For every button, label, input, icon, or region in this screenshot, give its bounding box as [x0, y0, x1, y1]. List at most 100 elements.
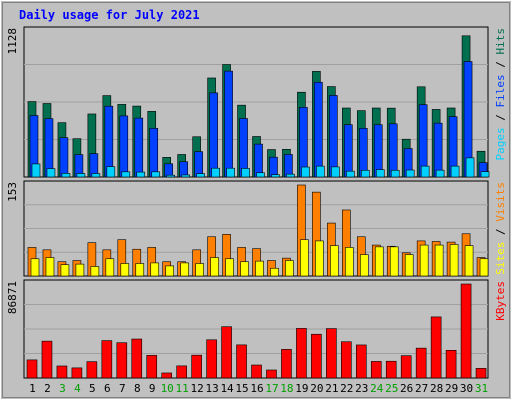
bar-pages-day-21 — [331, 166, 340, 178]
x-tick-label-day-6: 6 — [104, 382, 111, 395]
bar-kbytes-day-18 — [281, 349, 292, 379]
bar-kbytes-day-26 — [400, 355, 412, 379]
x-tick-label-day-28: 28 — [430, 382, 443, 395]
legend-entry: / — [494, 61, 507, 74]
bar-kbytes-day-24 — [370, 361, 382, 379]
x-tick-label-day-25: 25 — [385, 382, 398, 395]
bar-kbytes-day-17 — [266, 369, 277, 379]
legend-2: Sites / Visits — [494, 182, 507, 275]
x-tick-label-day-15: 15 — [235, 382, 248, 395]
bar-kbytes-day-21 — [326, 328, 337, 379]
x-tick-label-day-30: 30 — [460, 382, 473, 395]
bar-sites-day-26 — [404, 254, 414, 277]
x-tick-label-day-18: 18 — [280, 382, 293, 395]
bar-files-day-19 — [299, 107, 308, 178]
legend-entry: Files — [494, 74, 507, 114]
bar-kbytes-day-25 — [385, 360, 397, 379]
bar-sites-day-2 — [45, 257, 55, 277]
bar-sites-day-1 — [30, 258, 40, 277]
bar-kbytes-day-3 — [56, 365, 68, 379]
bar-pages-day-7 — [121, 171, 131, 178]
bar-sites-day-23 — [359, 254, 369, 277]
bar-files-day-18 — [284, 154, 293, 178]
legend-entry: / — [494, 114, 507, 127]
bar-files-day-21 — [329, 95, 338, 178]
x-tick-label-day-10: 10 — [161, 382, 174, 395]
bar-files-day-22 — [344, 124, 353, 178]
bar-pages-day-10 — [166, 174, 176, 178]
bar-pages-day-28 — [435, 169, 445, 178]
bar-pages-day-25 — [390, 169, 400, 178]
legend-entry: / — [494, 228, 507, 241]
x-tick-label-day-13: 13 — [205, 382, 218, 395]
x-tick-label-day-22: 22 — [340, 382, 353, 395]
legend-entry: Visits — [494, 182, 507, 228]
chart-title: Daily usage for July 2021 — [19, 8, 200, 22]
bar-pages-day-12 — [196, 173, 205, 178]
bar-files-day-2 — [44, 118, 54, 178]
bar-sites-day-25 — [389, 246, 399, 277]
bar-kbytes-day-4 — [71, 367, 83, 379]
bar-sites-day-9 — [150, 262, 160, 277]
x-tick-label-day-27: 27 — [415, 382, 428, 395]
bar-sites-day-12 — [195, 263, 204, 277]
x-tick-label-day-23: 23 — [355, 382, 368, 395]
x-tick-label-day-24: 24 — [370, 382, 384, 395]
bar-kbytes-day-28 — [430, 316, 442, 379]
bar-sites-day-4 — [75, 263, 85, 277]
bar-sites-day-29 — [449, 244, 459, 277]
panel-3: 86871 KBytes — [6, 279, 507, 379]
bar-sites-day-20 — [315, 240, 324, 277]
bar-sites-day-30 — [464, 245, 474, 277]
bar-files-day-9 — [149, 128, 159, 178]
panel-2: 153 Sites / Visits — [6, 180, 507, 277]
x-tick-label-day-5: 5 — [89, 382, 96, 395]
bar-pages-day-9 — [151, 171, 161, 178]
bar-sites-day-18 — [285, 260, 294, 277]
bar-kbytes-day-31 — [475, 368, 487, 379]
bar-sites-day-5 — [90, 266, 100, 277]
legend-entry: KBytes — [494, 281, 507, 321]
x-tick-label-day-29: 29 — [445, 382, 458, 395]
bar-pages-day-2 — [46, 168, 56, 178]
bar-kbytes-day-8 — [131, 338, 143, 379]
legend-entry: Hits — [494, 28, 507, 61]
bar-sites-day-3 — [60, 264, 70, 277]
bar-sites-day-19 — [300, 239, 309, 277]
bar-files-day-3 — [59, 137, 69, 178]
bar-files-day-8 — [134, 117, 144, 178]
bar-sites-day-13 — [210, 257, 219, 277]
x-tick-label-day-16: 16 — [250, 382, 263, 395]
bar-pages-day-4 — [76, 173, 86, 178]
bar-sites-day-11 — [180, 262, 189, 277]
bar-pages-day-27 — [420, 165, 430, 178]
x-tick-label-day-4: 4 — [74, 382, 81, 395]
bar-pages-day-16 — [256, 172, 265, 178]
bar-files-day-12 — [194, 151, 203, 178]
bar-sites-day-31 — [479, 258, 489, 277]
y-max-label: 86871 — [6, 281, 19, 314]
bar-sites-day-24 — [374, 246, 384, 277]
bar-pages-day-26 — [405, 169, 415, 178]
bar-kbytes-day-23 — [355, 344, 367, 379]
bar-pages-day-18 — [286, 173, 295, 178]
bar-pages-day-29 — [450, 165, 460, 178]
x-tick-label-day-7: 7 — [119, 382, 126, 395]
bar-files-day-7 — [119, 115, 129, 178]
bar-files-day-20 — [314, 81, 323, 178]
inner-frame — [2, 2, 510, 398]
bar-sites-day-22 — [345, 247, 354, 277]
bar-sites-day-7 — [120, 263, 130, 277]
x-tick-label-day-11: 11 — [176, 382, 189, 395]
bar-sites-day-10 — [165, 265, 175, 277]
bar-sites-day-6 — [105, 258, 115, 277]
bar-kbytes-day-16 — [251, 364, 262, 379]
bar-pages-day-1 — [31, 163, 41, 178]
bar-pages-day-24 — [375, 169, 385, 178]
x-tick-label-day-21: 21 — [325, 382, 338, 395]
bar-kbytes-day-15 — [236, 344, 247, 379]
bar-kbytes-day-22 — [341, 341, 352, 379]
bar-files-day-24 — [373, 124, 383, 178]
